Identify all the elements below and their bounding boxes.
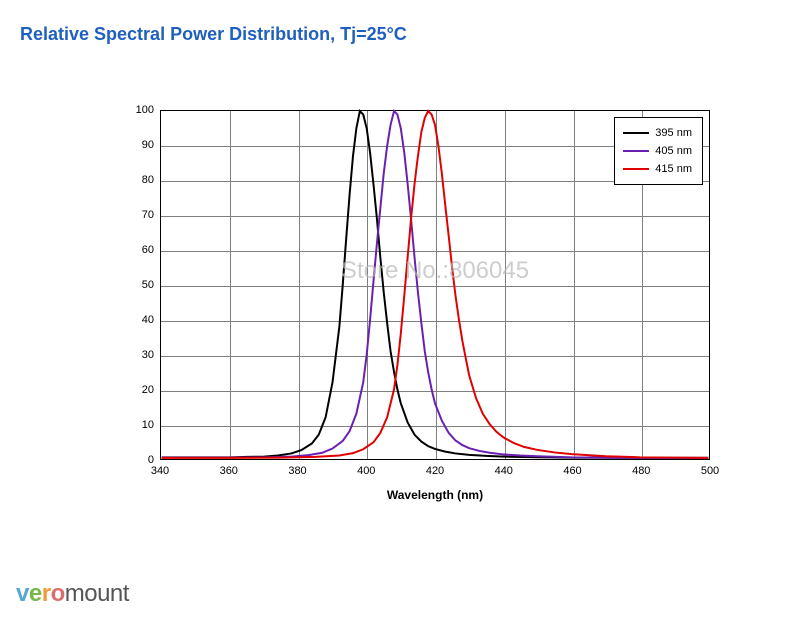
x-tick-label: 380 bbox=[288, 465, 306, 477]
x-tick-label: 500 bbox=[701, 465, 719, 477]
x-tick-label: 360 bbox=[220, 465, 238, 477]
legend: 395 nm 405 nm 415 nm bbox=[614, 117, 703, 185]
logo-letter: o bbox=[51, 580, 65, 607]
x-tick-label: 420 bbox=[426, 465, 444, 477]
logo-letter: r bbox=[42, 580, 51, 607]
legend-item: 405 nm bbox=[623, 142, 692, 160]
chart-title: Relative Spectral Power Distribution, Tj… bbox=[20, 24, 407, 45]
x-tick-label: 440 bbox=[495, 465, 513, 477]
y-tick-label: 30 bbox=[114, 349, 154, 361]
legend-label: 395 nm bbox=[655, 127, 692, 139]
y-tick-label: 80 bbox=[114, 174, 154, 186]
legend-swatch bbox=[623, 150, 649, 152]
x-tick-label: 400 bbox=[357, 465, 375, 477]
legend-label: 415 nm bbox=[655, 163, 692, 175]
y-tick-label: 50 bbox=[114, 279, 154, 291]
y-tick-label: 20 bbox=[114, 384, 154, 396]
legend-swatch bbox=[623, 132, 649, 134]
x-tick-label: 340 bbox=[151, 465, 169, 477]
logo-letter: e bbox=[29, 580, 42, 607]
y-tick-label: 0 bbox=[114, 454, 154, 466]
legend-item: 415 nm bbox=[623, 160, 692, 178]
y-tick-label: 70 bbox=[114, 209, 154, 221]
brand-logo: veromount bbox=[16, 580, 129, 608]
y-tick-label: 90 bbox=[114, 139, 154, 151]
logo-letter: v bbox=[16, 580, 29, 607]
x-axis-label: Wavelength (nm) bbox=[160, 488, 710, 502]
y-tick-label: 100 bbox=[114, 104, 154, 116]
plot-area: Store No.:806045 395 nm405 nm415 nm bbox=[160, 110, 710, 460]
y-tick-label: 10 bbox=[114, 419, 154, 431]
x-tick-label: 480 bbox=[632, 465, 650, 477]
x-tick-label: 460 bbox=[563, 465, 581, 477]
legend-item: 395 nm bbox=[623, 124, 692, 142]
y-tick-label: 40 bbox=[114, 314, 154, 326]
logo-rest: mount bbox=[65, 580, 129, 607]
y-tick-label: 60 bbox=[114, 244, 154, 256]
legend-swatch bbox=[623, 168, 649, 170]
legend-label: 405 nm bbox=[655, 145, 692, 157]
chart-container: Relative Spectral Power Power Distributi… bbox=[100, 100, 740, 520]
